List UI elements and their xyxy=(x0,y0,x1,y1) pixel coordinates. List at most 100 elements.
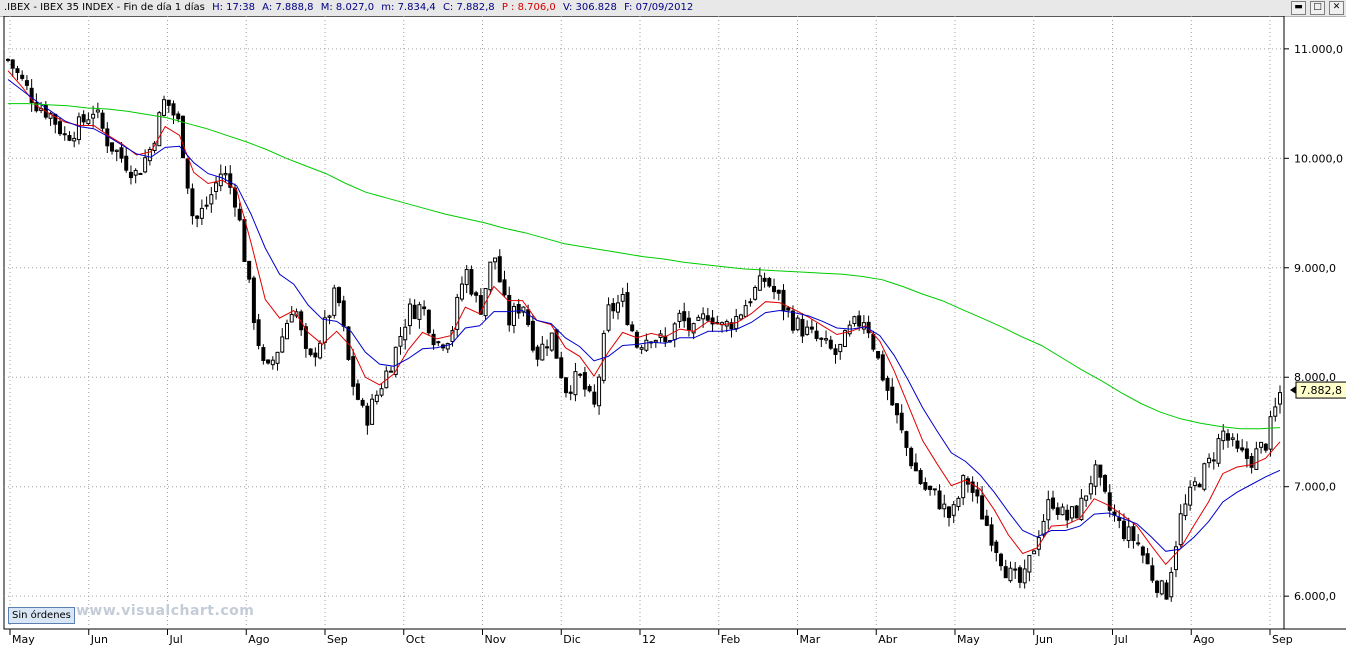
plot-frame xyxy=(3,16,1285,630)
candle-body-up xyxy=(143,157,148,173)
candle-body-up xyxy=(1169,571,1174,598)
y-tick-label: 10.000,0 xyxy=(1294,152,1343,165)
candle-body-down xyxy=(337,287,342,304)
date-value: F: 07/09/2012 xyxy=(624,2,694,13)
candle-body-up xyxy=(1041,520,1046,536)
candle-body-up xyxy=(223,172,228,176)
candle-body-down xyxy=(1013,568,1018,571)
candle-body-up xyxy=(1084,495,1089,501)
candle-body-down xyxy=(1131,526,1136,542)
candle-body-up xyxy=(644,339,649,351)
candle-body-up xyxy=(696,316,701,321)
x-tick-label: May xyxy=(957,633,980,646)
candle-body-up xyxy=(615,302,620,313)
price-chart[interactable]: 6.000,0 7.000,0 8.000,0 9.000,0 10.000,0 11.0… xyxy=(0,16,1346,647)
candle-body-up xyxy=(95,109,100,113)
candle-body-up xyxy=(1178,513,1183,546)
candle-body-down xyxy=(809,326,814,330)
candle-body-down xyxy=(871,333,876,350)
candle-body-down xyxy=(497,256,502,283)
candle-body-up xyxy=(1022,568,1027,584)
candle-body-down xyxy=(431,333,436,346)
candle-body-down xyxy=(1235,440,1240,449)
candle-body-down xyxy=(786,307,791,311)
candle-body-up xyxy=(374,394,379,402)
candle-body-down xyxy=(1098,464,1103,478)
candle-body-down xyxy=(705,315,710,321)
candle-body-down xyxy=(909,447,914,467)
volume-value: V: 306.828 xyxy=(562,2,617,13)
candle-body-down xyxy=(876,351,881,359)
x-tick-label: Mar xyxy=(800,633,821,646)
minimize-button[interactable]: ▬ xyxy=(1291,1,1306,15)
candle-body-down xyxy=(535,346,540,360)
candle-body-up xyxy=(1183,503,1188,517)
candle-body-up xyxy=(275,351,280,364)
candle-body-up xyxy=(199,207,204,219)
candle-body-down xyxy=(918,470,923,485)
window-controls: ▬ □ ✕ xyxy=(1287,1,1344,15)
candle-body-up xyxy=(1046,499,1051,521)
candle-body-down xyxy=(686,317,691,331)
watermark-text: www.visualchart.com xyxy=(76,603,255,619)
candle-body-up xyxy=(1278,392,1282,405)
candle-body-up xyxy=(549,332,554,351)
y-tick-label: 9.000,0 xyxy=(1294,262,1336,275)
candle-body-up xyxy=(445,343,450,350)
candle-body-up xyxy=(48,112,53,119)
candle-body-up xyxy=(493,257,498,263)
prev-value: P : 8.706,0 xyxy=(501,2,556,13)
orders-button[interactable]: Sin órdenes xyxy=(8,607,75,624)
candle-body-down xyxy=(890,386,895,406)
candle-body-down xyxy=(195,215,200,219)
ma-line-3 xyxy=(8,103,1281,430)
candle-body-down xyxy=(190,188,195,217)
candle-body-up xyxy=(578,373,583,376)
candle-body-up xyxy=(1202,463,1207,490)
maximize-button[interactable]: □ xyxy=(1310,1,1325,15)
candle-body-down xyxy=(185,158,190,189)
candle-body-up xyxy=(72,137,77,142)
candle-body-down xyxy=(232,187,237,208)
candle-body-down xyxy=(6,58,10,61)
candle-body-down xyxy=(308,348,313,356)
candle-body-up xyxy=(464,269,469,286)
candle-body-down xyxy=(507,295,512,326)
candle-body-down xyxy=(625,292,630,326)
candle-body-up xyxy=(455,296,460,330)
candle-body-down xyxy=(1145,553,1150,565)
candle-body-up xyxy=(606,304,611,331)
candle-body-down xyxy=(1107,492,1112,511)
candle-body-down xyxy=(814,330,819,339)
candle-body-down xyxy=(1136,542,1141,545)
candle-body-up xyxy=(852,316,857,324)
y-tick-label: 11.000,0 xyxy=(1294,43,1343,56)
candle-body-down xyxy=(729,322,734,330)
candle-body-up xyxy=(753,287,758,300)
candle-body-up xyxy=(459,283,464,300)
x-tick-label: May xyxy=(12,633,35,646)
candle-body-up xyxy=(956,497,961,507)
candle-body-down xyxy=(58,121,63,135)
candle-body-up xyxy=(639,347,644,350)
x-tick-label: 12 xyxy=(642,633,656,646)
candle-body-down xyxy=(790,310,795,331)
x-tick-label: Sep xyxy=(327,633,348,646)
candle-body-down xyxy=(176,113,181,120)
candle-body-up xyxy=(1008,567,1013,582)
candle-body-down xyxy=(857,315,862,327)
candle-body-down xyxy=(1140,546,1145,556)
candle-body-up xyxy=(1027,554,1032,573)
close-button[interactable]: ✕ xyxy=(1329,1,1344,15)
y-tick-label: 8.000,0 xyxy=(1294,371,1336,384)
candle-body-down xyxy=(341,300,346,327)
y-tick-label: 7.000,0 xyxy=(1294,481,1336,494)
candle-body-down xyxy=(228,173,233,188)
candle-body-down xyxy=(1244,448,1249,459)
candle-body-up xyxy=(393,346,398,375)
candle-body-down xyxy=(894,403,899,416)
candle-body-down xyxy=(682,311,687,322)
x-tick-label: Nov xyxy=(485,633,507,646)
candle-body-down xyxy=(119,147,124,159)
candle-body-down xyxy=(819,337,824,340)
